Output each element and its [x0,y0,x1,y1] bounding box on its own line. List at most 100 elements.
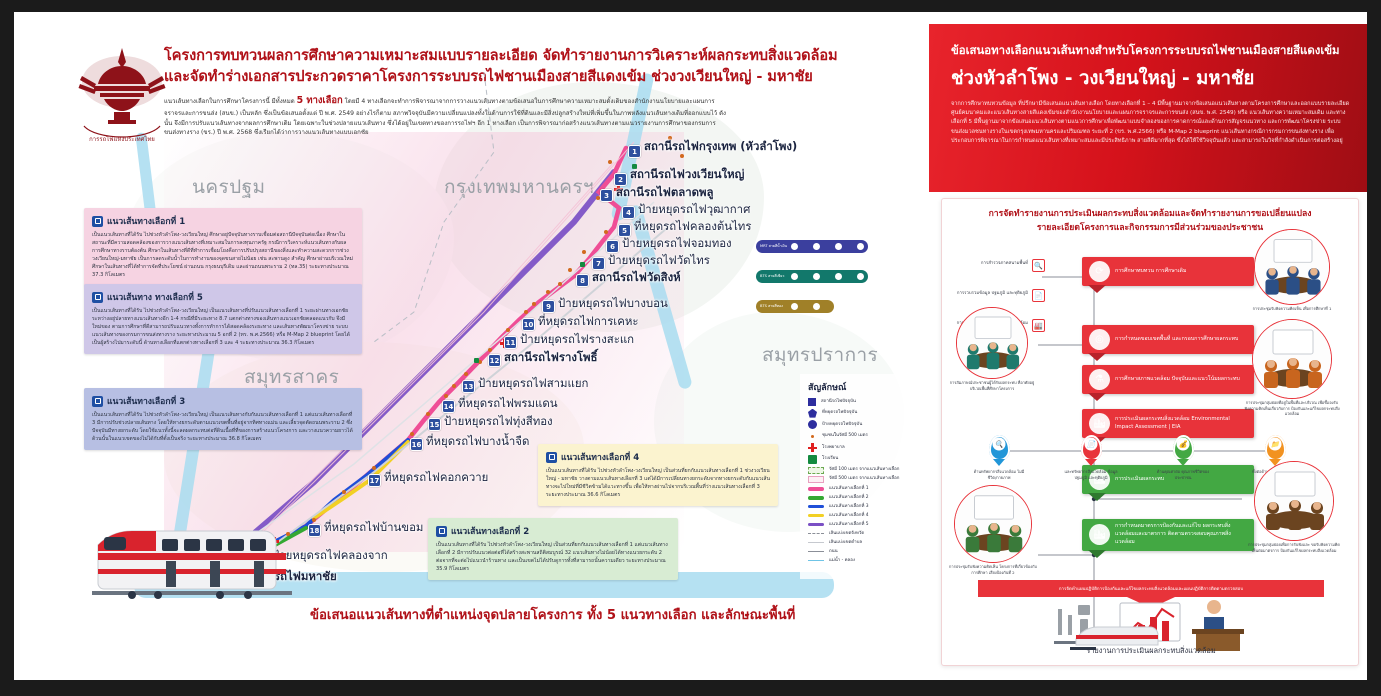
poster-title-line1: โครงการทบทวนผลการศึกษาความเหมาะสมแบบรายล… [164,47,838,64]
route-box-alt2: แนวเส้นทางเลือกที่ 2 เป็นแนวเส้นทางที่ได้… [428,518,678,581]
action-plan-banner: การจัดทำแผนปฏิบัติการป้องกันและแก้ไขผลกร… [978,580,1324,597]
legend-item-label-1: ที่หยุดรถไฟปัจจุบัน [822,409,858,415]
station-marker-8[interactable]: 8 [576,274,589,287]
station-marker-2[interactable]: 2 [614,173,627,186]
route-box-alt3: แนวเส้นทางเลือกที่ 3 เป็นแนวเส้นทางที่ได้… [84,388,362,451]
legend-item-4: โรงพยาบาล [808,443,918,453]
station-marker-14[interactable]: 14 [442,400,455,413]
station-marker-9[interactable]: 9 [542,300,555,313]
flow-notch [1088,353,1106,361]
legend-item-1: ที่หยุดรถไฟปัจจุบัน [808,408,918,418]
province-label-1: กรุงเทพมหานครฯ [444,176,595,198]
meeting-illustration-3 [955,486,1031,562]
legend-item-label-7: รัศมี 500 เมตร จากแนวเส้นทางเลือก [829,476,900,482]
station-marker-18[interactable]: 18 [308,524,321,537]
flow-step-s3-text: การศึกษาสภาพแวดล้อม ปัจจุบันและแนวโน้มผล… [1115,375,1240,382]
pin-tip-0 [993,459,1005,466]
pin-marker-icon-0: 🔍 [988,435,1010,466]
flow-step-s4: 🏙 การประเมินผลกระทบสิ่งแวดล้อม Environme… [1082,409,1254,445]
legend-item-label-5: โรงเรียน [822,456,839,462]
pin-glyph-1: 📄 [1084,437,1098,451]
flow-step-s5-text: การประเมินผลกระทบ [1115,475,1165,482]
flow-step-s4-text: การประเมินผลกระทบสิ่งแวดล้อม Environment… [1115,415,1230,430]
legend-item-label-2: ป้ายหยุดรถไฟปัจจุบัน [822,421,863,427]
flowchart-title-line1: การจัดทำรายงานการประเมินผลกระทบสิ่งแวดล้… [988,209,1312,219]
station-label-16: ที่หยุดรถไฟบางน้ำจืด [426,434,530,448]
station-label-6: ป้ายหยุดรถไฟจอมทอง [622,236,732,250]
participation-photo-caption-3: การประชุมรับฟังความคิดเห็น โครงการที่เกี… [949,564,1037,575]
transit-node-1-3 [856,272,865,281]
legend-item-15: ถนน [808,549,918,555]
station-marker-16[interactable]: 16 [410,438,423,451]
route-box-alt5: แนวเส้นทาง ทางเลือกที่ 5 เป็นแนวเส้นทางที… [84,284,362,355]
train-badge-icon [92,215,103,227]
flow-notch [1088,493,1106,501]
province-label-0: นครปฐม [192,176,266,198]
transit-node-2-1 [812,302,821,311]
station-marker-1[interactable]: 1 [628,145,641,158]
station-marker-15[interactable]: 15 [428,418,441,431]
station-marker-13[interactable]: 13 [462,380,475,393]
legend-item-label-15: ถนน [829,548,838,554]
pin-glyph-0: 🔍 [992,437,1006,451]
legend-item-label-9: แนวเส้นทางเลือกที่ 2 [829,494,869,500]
srt-emblem-icon: การรถไฟแห่งประเทศไทย [78,48,166,143]
flowchart-title-line2: รายละเอียดโครงการและกิจกรรมการมีส่วนร่วม… [1036,223,1264,234]
legend-item-5: โรงเรียน [808,454,918,464]
route-box-body: เป็นแนวเส้นทางที่ได้รับ ไปช่วงหัวลำโพง-ว… [92,412,353,443]
station-label-19: ป้ายหยุดรถไฟคลองจาก [272,548,388,562]
intro-post: โดยมี 4 ทางเลือกจะทำการพิจารณาจากการวางแ… [164,98,727,137]
flow-input-icon-0: 🔍 [1032,259,1045,272]
pin-tip-1 [1085,459,1097,466]
participation-photo-caption-2: การประชุมกลุ่มย่อยที่อยู่ในพื้นที่และบริ… [1244,400,1340,417]
route-box-title: แนวเส้นทางเลือกที่ 4 [561,453,640,463]
pin-tip-2 [1177,459,1189,466]
legend-item-11: แนวเส้นทางเลือกที่ 4 [808,513,918,519]
train-badge-icon [92,291,103,303]
meeting-illustration-1 [957,308,1027,378]
emblem-label: การรถไฟแห่งประเทศไทย [89,135,155,143]
transit-node-1-1 [812,272,821,281]
refresh-icon: ⟳ [1089,261,1110,282]
transit-line-label-1: BTS สายสีเขียว [760,274,785,279]
station-marker-7[interactable]: 7 [592,257,605,270]
station-marker-11[interactable]: 11 [504,336,517,349]
legend-item-16: แม่น้ำ - คลอง [808,558,918,564]
pin-marker-icon-2: 💰 [1172,435,1194,466]
station-label-15: ป้ายหยุดรถไฟทุ่งสีทอง [444,414,553,428]
station-label-2: สถานีรถไฟวงเวียนใหญ่ [630,167,745,181]
station-marker-5[interactable]: 5 [618,224,631,237]
eia-report-illustration [1054,600,1244,651]
impact-pin-1: 📄 และทรัพยากรสิ่งแวดล้อม ข้อมูลปฐมภูมิ แ… [1064,435,1118,480]
route-box-alt1: แนวเส้นทางเลือกที่ 1 เป็นแนวเส้นทางที่ได้… [84,208,362,287]
transit-node-0-1 [812,242,821,251]
pin-glyph-3: 📁 [1268,437,1282,451]
station-marker-17[interactable]: 17 [368,474,381,487]
province-label-2: สมุทรปราการ [762,344,879,366]
route-box-title: แนวเส้นทาง ทางเลือกที่ 5 [107,293,203,303]
route-box-body: เป็นแนวเส้นทางที่ได้รับ ไปช่วงหัวลำโพง-ว… [436,542,668,573]
station-marker-10[interactable]: 10 [522,318,535,331]
title-block: โครงการทบทวนผลการศึกษาความเหมาะสมแบบรายล… [164,46,838,138]
station-label-4: ป้ายหยุดรถไฟวุฒากาศ [638,202,751,216]
station-marker-6[interactable]: 6 [606,240,619,253]
pin-marker-icon-3: 📁 [1264,435,1286,466]
participation-photo-caption-0: การประชุมรับฟังความคิดเห็น เพื่อการศึกษา… [1252,306,1332,311]
city-icon: 🏙 [1089,413,1110,434]
city-icon: 🏙 [1089,469,1110,490]
station-marker-4[interactable]: 4 [622,206,635,219]
station-label-11: ป้ายหยุดรถไฟรางสะแก [520,332,635,346]
legend-item-7: รัศมี 500 เมตร จากแนวเส้นทางเลือก [808,476,918,484]
station-marker-3[interactable]: 3 [600,189,613,202]
legend-item-10: แนวเส้นทางเลือกที่ 3 [808,504,918,510]
transit-node-1-0 [790,272,799,281]
microscope-icon: ⚗ [1089,369,1110,390]
participation-photo-caption-4: การประชุมกลุ่มย่อยเพื่อการรับฟังและ ขอรั… [1248,542,1340,553]
flow-notch [1088,393,1106,401]
flow-notch [1088,285,1106,293]
legend-item-label-12: แนวเส้นทางเลือกที่ 5 [829,521,869,527]
station-marker-12[interactable]: 12 [488,354,501,367]
route-box-title: แนวเส้นทางเลือกที่ 1 [107,217,186,227]
eia-report-caption: รายงานการประเมินผลกระทบสิ่งแวดล้อม [1086,646,1216,655]
station-label-8: สถานีรถไฟวัดสิงห์ [592,270,681,284]
